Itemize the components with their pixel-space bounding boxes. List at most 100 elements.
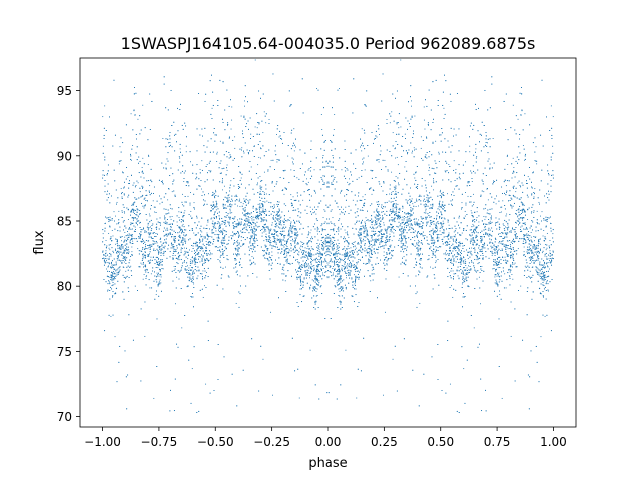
data-point [106,258,108,260]
data-point [466,267,468,269]
data-point [399,238,401,240]
data-point [345,232,347,234]
data-point [475,271,477,273]
data-point [250,235,252,237]
data-point [439,209,441,211]
data-point [506,244,507,246]
data-point [196,247,198,249]
data-point [383,394,384,396]
data-point [512,238,514,240]
data-point [446,244,448,246]
data-point [361,128,363,130]
data-point [293,150,295,152]
data-point [463,250,465,252]
data-point [400,230,402,232]
data-point [199,239,201,241]
data-point [284,280,286,282]
data-point [206,250,208,251]
data-point [168,142,169,144]
data-point [255,216,257,218]
data-point [485,233,487,234]
data-point [262,132,264,134]
data-point [118,210,120,212]
data-point [113,252,115,254]
data-point [505,287,507,289]
data-point [110,244,112,246]
data-point [256,276,258,278]
data-point [315,213,317,215]
data-point [259,213,261,215]
data-point [357,270,358,272]
data-point [272,394,273,396]
data-point [298,263,300,265]
data-point [405,239,406,241]
data-point [484,227,486,229]
data-point [159,247,161,249]
data-point [534,160,536,162]
data-point [328,237,330,239]
data-point [488,233,490,235]
data-point [315,290,317,292]
data-point [130,265,132,267]
data-point [238,237,239,238]
data-point [119,251,121,253]
data-point [332,268,334,270]
data-point [413,147,415,149]
data-point [337,266,339,267]
data-point [214,226,216,228]
data-point [537,257,539,259]
data-point [345,349,347,351]
data-point [262,358,264,360]
data-point [187,195,189,197]
data-point [318,251,320,252]
data-point [464,161,466,163]
data-point [508,275,510,277]
data-point [469,151,471,153]
data-point [502,233,504,235]
data-point [527,251,529,253]
data-point [417,236,419,238]
data-point [510,251,512,253]
data-point [219,250,221,252]
data-point [131,203,133,205]
data-point [403,262,405,264]
data-point [356,254,358,256]
data-point [532,247,534,249]
data-point [210,170,212,172]
data-point [391,171,393,173]
data-point [336,280,338,282]
data-point [370,221,372,223]
data-point [414,240,416,242]
data-point [469,234,471,236]
data-point [336,249,338,251]
data-point [393,186,395,188]
data-point [170,207,172,209]
data-point [350,256,352,258]
data-point [174,251,175,253]
data-point [320,114,322,115]
data-point [178,156,180,158]
data-point [502,200,504,202]
data-point [179,271,181,273]
data-point [392,358,394,360]
data-point [389,230,391,232]
data-point [169,233,171,234]
data-point [401,246,403,248]
data-point [160,248,162,250]
data-point [321,260,322,262]
data-point [332,217,334,219]
data-point [508,268,510,270]
data-point [287,238,289,240]
data-point [403,219,405,221]
data-point [186,269,188,270]
data-point [148,234,150,236]
data-point [507,224,509,226]
data-point [180,237,182,239]
data-point [215,189,216,191]
data-point [326,250,328,252]
data-point [491,242,493,244]
data-point [303,251,305,253]
data-point [412,243,414,245]
data-point [513,263,515,265]
data-point [242,243,244,245]
